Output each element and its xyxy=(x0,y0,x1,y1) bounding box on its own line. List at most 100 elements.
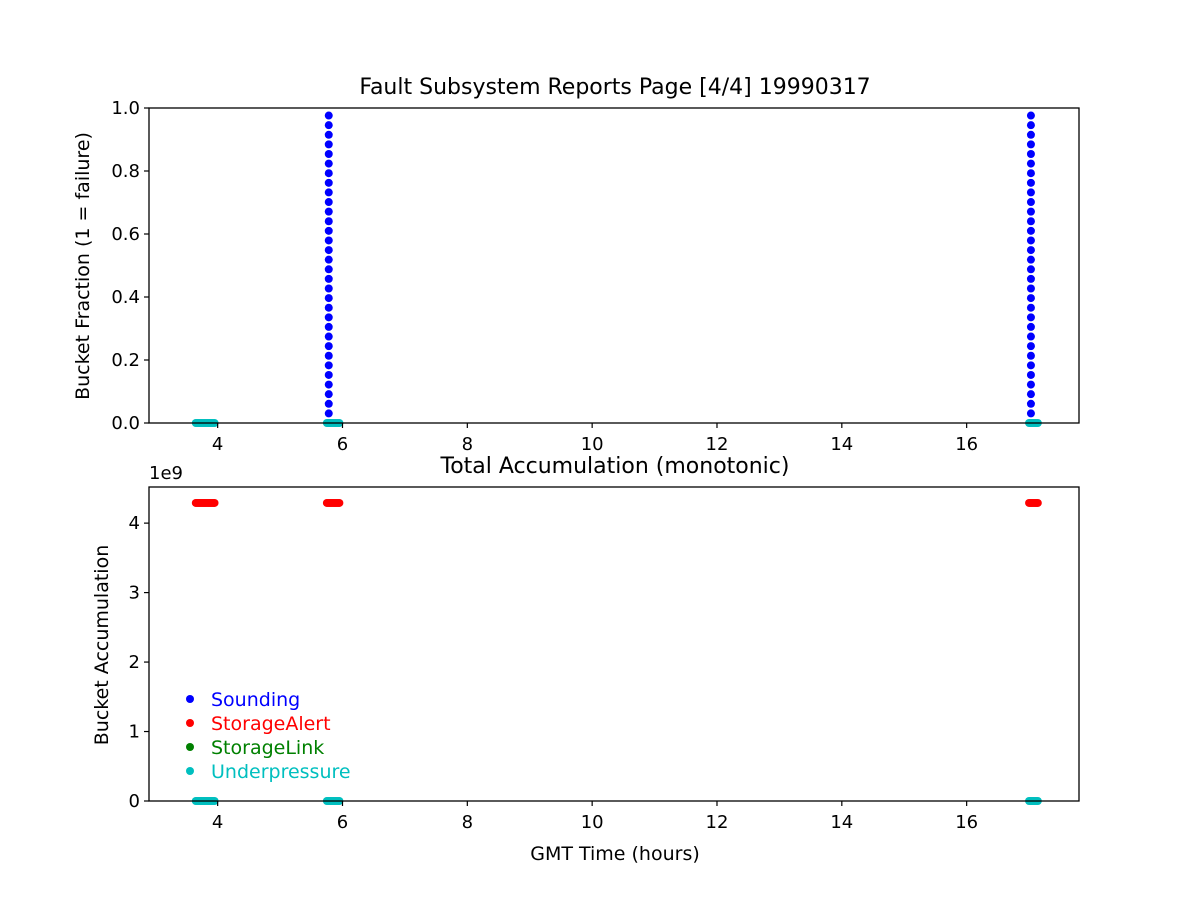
sounding-point xyxy=(1026,274,1035,283)
sounding-point xyxy=(1026,255,1035,264)
x-tick-label: 16 xyxy=(955,812,978,833)
legend-label: StorageLink xyxy=(211,737,324,759)
x-tick-label: 14 xyxy=(830,434,853,455)
legend: SoundingStorageAlertStorageLinkUnderpres… xyxy=(186,689,351,783)
sounding-point xyxy=(1026,342,1035,351)
sounding-point xyxy=(324,409,333,418)
sounding-point xyxy=(324,265,333,274)
subplot-fraction: Fault Subsystem Reports Page [4/4] 19990… xyxy=(72,75,1080,455)
sounding-point xyxy=(324,313,333,322)
y-tick-label: 0.2 xyxy=(111,350,140,371)
legend-marker xyxy=(186,743,194,751)
x-tick-label: 10 xyxy=(581,812,604,833)
x-tick-label: 10 xyxy=(581,434,604,455)
sounding-point xyxy=(1026,140,1035,149)
plot-frame xyxy=(148,107,1080,424)
sounding-point xyxy=(1026,361,1035,370)
sounding-point xyxy=(324,130,333,139)
y-axis-label: Bucket Accumulation xyxy=(91,545,113,746)
sounding-point xyxy=(324,169,333,178)
sounding-point xyxy=(324,188,333,197)
sounding-point xyxy=(324,294,333,303)
x-tick-label: 14 xyxy=(830,812,853,833)
y-tick-label: 1.0 xyxy=(111,98,140,119)
sounding-point xyxy=(324,159,333,168)
legend-marker xyxy=(186,767,194,775)
sounding-point xyxy=(1026,217,1035,226)
storagealert-point xyxy=(210,498,219,507)
storagealert-point xyxy=(1033,498,1042,507)
sounding-point xyxy=(1026,236,1035,245)
sounding-point xyxy=(324,111,333,120)
sounding-point xyxy=(324,351,333,360)
chart-title: Total Accumulation (monotonic) xyxy=(440,454,790,479)
sounding-point xyxy=(324,284,333,293)
sounding-point xyxy=(324,361,333,370)
legend-label: Underpressure xyxy=(211,761,351,783)
sounding-point xyxy=(324,399,333,408)
storagealert-point xyxy=(335,498,344,507)
x-tick-label: 16 xyxy=(955,434,978,455)
sounding-point xyxy=(324,303,333,312)
sounding-point xyxy=(1026,130,1035,139)
sounding-point xyxy=(1026,284,1035,293)
chart-title: Fault Subsystem Reports Page [4/4] 19990… xyxy=(359,75,870,100)
sounding-point xyxy=(324,332,333,341)
x-tick-label: 6 xyxy=(337,812,348,833)
sounding-point xyxy=(1026,313,1035,322)
sounding-point xyxy=(324,246,333,255)
sounding-point xyxy=(1026,380,1035,389)
sounding-point xyxy=(324,149,333,158)
sounding-point xyxy=(1026,207,1035,216)
sounding-point xyxy=(1026,169,1035,178)
sounding-point xyxy=(324,178,333,187)
y-axis-label: Bucket Fraction (1 = failure) xyxy=(72,132,94,400)
subplot-accumulation: Total Accumulation (monotonic) 1e9 Bucke… xyxy=(91,454,1080,865)
sounding-point xyxy=(1026,332,1035,341)
y-offset-text: 1e9 xyxy=(149,463,183,484)
sounding-point xyxy=(324,380,333,389)
x-tick-label: 6 xyxy=(337,434,348,455)
x-tick-label: 12 xyxy=(706,434,729,455)
sounding-point xyxy=(1026,265,1035,274)
sounding-point xyxy=(324,322,333,331)
sounding-point xyxy=(324,226,333,235)
sounding-point xyxy=(1026,390,1035,399)
y-tick-label: 0.0 xyxy=(111,413,140,434)
sounding-point xyxy=(1026,226,1035,235)
y-tick-label: 3 xyxy=(129,583,140,604)
sounding-point xyxy=(1026,370,1035,379)
x-tick-label: 12 xyxy=(706,812,729,833)
x-axis-label: GMT Time (hours) xyxy=(530,843,700,865)
sounding-point xyxy=(1026,399,1035,408)
x-tick-label: 8 xyxy=(462,434,473,455)
sounding-point xyxy=(1026,351,1035,360)
sounding-point xyxy=(324,140,333,149)
legend-marker xyxy=(186,695,194,703)
sounding-point xyxy=(324,217,333,226)
plot-frame xyxy=(148,486,1080,802)
sounding-point xyxy=(1026,198,1035,207)
legend-label: Sounding xyxy=(211,689,300,711)
sounding-point xyxy=(1026,322,1035,331)
sounding-point xyxy=(1026,409,1035,418)
y-tick-label: 2 xyxy=(129,652,140,673)
y-tick-label: 4 xyxy=(129,513,140,534)
y-tick-label: 0.4 xyxy=(111,287,140,308)
y-tick-label: 0.6 xyxy=(111,224,140,245)
sounding-point xyxy=(324,274,333,283)
sounding-point xyxy=(324,255,333,264)
sounding-point xyxy=(1026,149,1035,158)
sounding-point xyxy=(1026,303,1035,312)
x-tick-label: 4 xyxy=(212,812,223,833)
sounding-point xyxy=(1026,121,1035,130)
sounding-point xyxy=(1026,178,1035,187)
x-tick-label: 8 xyxy=(462,812,473,833)
sounding-point xyxy=(1026,111,1035,120)
sounding-point xyxy=(324,370,333,379)
sounding-point xyxy=(324,390,333,399)
y-tick-label: 0 xyxy=(129,791,140,812)
sounding-point xyxy=(324,342,333,351)
sounding-point xyxy=(1026,159,1035,168)
